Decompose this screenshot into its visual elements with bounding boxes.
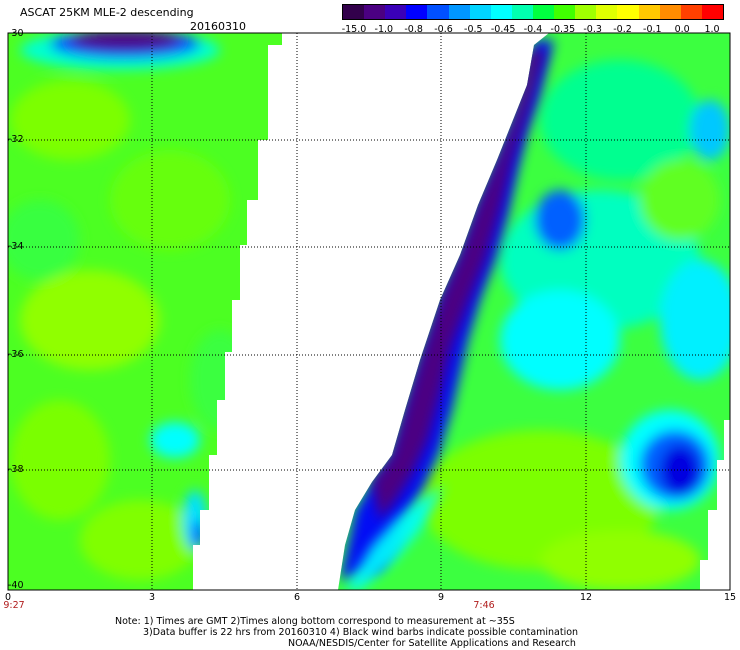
colorbar-tick-label: -0.6 [434,24,453,35]
colorbar-tick-label: -1.0 [374,24,394,35]
colorbar-segment [680,5,702,19]
colorbar-tick-label: -0.45 [490,24,516,35]
colorbar-tick-label: -0.1 [643,24,662,35]
colorbar-segment [385,5,407,19]
lat-label-32: -32 [8,134,24,145]
lon-label-3: 3 [148,592,156,603]
map-title: ASCAT 25KM MLE-2 descending [20,6,194,19]
lat-label-30: -30 [8,28,24,39]
grid-lines [8,33,730,590]
lat-label-36: -36 [8,349,24,360]
colorbar-tick-label: -0.35 [550,24,576,35]
colorbar-labels: -15.0 -1.0 -0.8 -0.6 -0.5 -0.45 -0.4 -0.35 -0.3-… [342,24,724,38]
colorbar-tick-label: -0.2 [613,24,632,35]
lat-label-34: -34 [8,241,24,252]
colorbar-segment [364,5,386,19]
colorbar-tick-label: 0.0 [674,24,690,35]
time-label-left: 9:27 [3,600,25,611]
colorbar-tick-label: -0.3 [583,24,602,35]
colorbar-segment [448,5,470,19]
lat-label-40: -40 [8,580,24,591]
lon-label-15: 15 [723,592,737,603]
colorbar-tick-label: 1.0 [704,24,720,35]
colorbar-segment [532,5,555,19]
colorbar-segment [406,5,428,19]
colorbar-segment [343,5,365,19]
colorbar-segment [701,5,723,19]
plot-frame [7,32,731,591]
colorbar-tick-label: -15.0 [341,24,367,35]
colorbar [342,4,724,20]
colorbar-segment [511,5,533,19]
colorbar-segment [427,5,449,19]
colorbar-segment [469,5,491,19]
lon-label-12: 12 [579,592,593,603]
colorbar-tick-label: -0.5 [464,24,483,35]
lon-label-9: 9 [437,592,445,603]
colorbar-segment [490,5,512,19]
notes: Note: 1) Times are GMT 2)Times along bot… [115,616,578,638]
note-line-2: 3)Data buffer is 22 hrs from 20160310 4)… [143,627,579,638]
east-swath [338,33,730,590]
credit-line: NOAA/NESDIS/Center for Satellite Applica… [288,638,576,649]
lon-label-0: 0 [4,592,12,603]
colorbar-tick-label: -0.4 [523,24,543,35]
colorbar-segment [575,5,597,19]
lon-label-6: 6 [293,592,301,603]
colorbar-segment [617,5,639,19]
lat-label-38: -38 [8,464,24,475]
west-swath [8,33,282,590]
map-date: 20160310 [190,20,246,33]
colorbar-segment [638,5,660,19]
colorbar-tick-label: -0.8 [404,24,423,35]
note-line-1: Note: 1) Times are GMT 2)Times along bot… [115,616,515,627]
colorbar-segment [554,5,576,19]
time-label-right: 7:46 [473,600,495,611]
colorbar-segment [659,5,681,19]
colorbar-segment [596,5,618,19]
